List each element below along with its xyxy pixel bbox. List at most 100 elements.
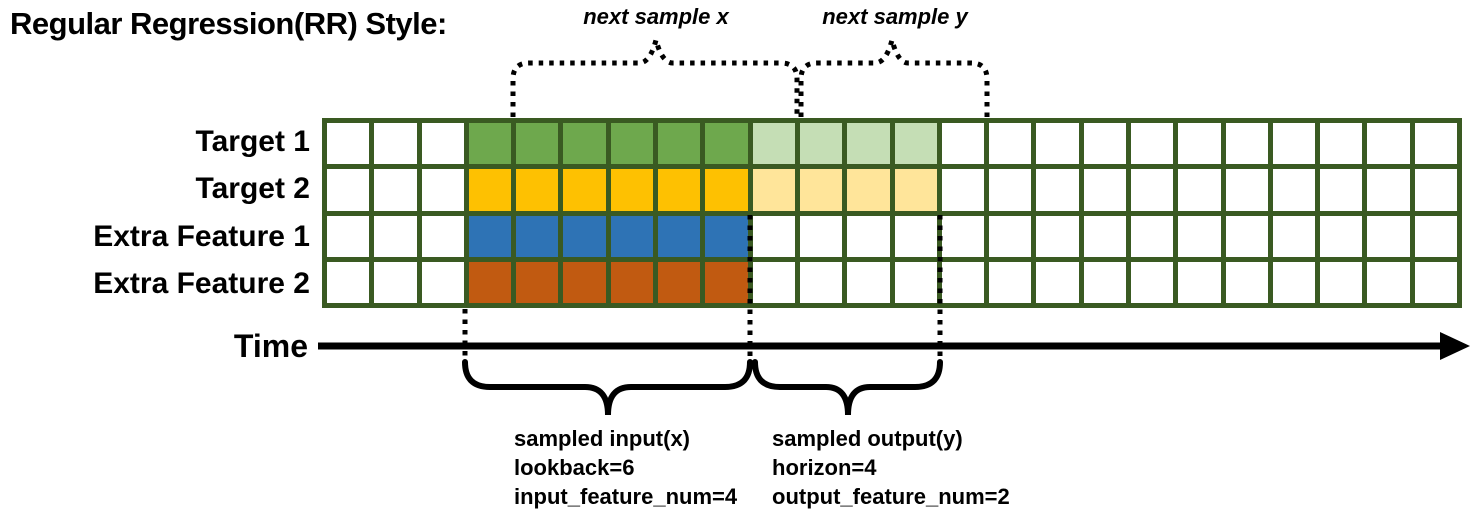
grid-cell (941, 215, 985, 257)
grid-cell (1367, 215, 1410, 257)
grid-cell (894, 261, 937, 303)
row-label-extra-feature-1: Extra Feature 1 (93, 220, 310, 253)
sampled-input-brace (462, 359, 753, 416)
sampled-input-annotation: sampled input(x) lookback=6 input_featur… (514, 424, 737, 511)
grid-cell (468, 215, 512, 257)
grid-cell (374, 123, 417, 165)
next-sample-x-label: next sample x (583, 4, 729, 29)
grid-cell (1272, 215, 1316, 257)
grid-cell (1083, 215, 1126, 257)
grid-cell (752, 123, 795, 165)
grid-cell (658, 123, 701, 165)
grid-cell (421, 215, 464, 257)
grid-cell (327, 123, 370, 165)
grid-cell (989, 169, 1032, 211)
grid-cell (1320, 261, 1363, 303)
grid-cell (1225, 123, 1268, 165)
grid-cell (610, 261, 654, 303)
grid-cell (894, 215, 937, 257)
grid-cell (610, 123, 654, 165)
grid-cell (1130, 215, 1174, 257)
diagram-title: Regular Regression(RR) Style: (10, 6, 447, 41)
grid-cell (658, 215, 701, 257)
row-label-extra-feature-2: Extra Feature 2 (93, 267, 310, 300)
grid-cell (1272, 123, 1316, 165)
grid-cell (1367, 169, 1410, 211)
grid-cell (1320, 169, 1363, 211)
grid-cell (989, 215, 1032, 257)
grid-cell (421, 169, 464, 211)
sampled-output-annotation: sampled output(y) horizon=4 output_featu… (772, 424, 1010, 511)
grid-cell (374, 261, 417, 303)
grid-cell (563, 215, 606, 257)
grid-cell (1272, 169, 1316, 211)
grid-cell (1225, 215, 1268, 257)
grid-cell (752, 261, 795, 303)
grid-cell (327, 169, 370, 211)
grid-cell (1130, 169, 1174, 211)
grid-cell (799, 169, 843, 211)
grid-cell (847, 261, 890, 303)
grid-cell (1414, 169, 1457, 211)
lookback-value: lookback=6 (514, 455, 635, 480)
grid-cell (1178, 123, 1221, 165)
grid-cell (1272, 261, 1316, 303)
grid-cell (1083, 261, 1126, 303)
grid-cell (1178, 215, 1221, 257)
grid-cell (468, 169, 512, 211)
grid-cell (1367, 123, 1410, 165)
grid-cell (941, 261, 985, 303)
grid-cell (1178, 261, 1221, 303)
sampled-output-brace (752, 359, 943, 416)
sampled-output-title: sampled output(y) (772, 426, 963, 451)
grid-cell (705, 215, 748, 257)
grid-cell (1414, 123, 1457, 165)
grid-cell (1083, 169, 1126, 211)
grid-cell (658, 261, 701, 303)
output-feature-num-value: output_feature_num=2 (772, 484, 1010, 509)
row-label-target-1: Target 1 (195, 125, 310, 158)
grid-cell (1367, 261, 1410, 303)
grid-cell (989, 261, 1032, 303)
grid-cell (1414, 261, 1457, 303)
grid-cell (799, 261, 843, 303)
grid-cell (563, 123, 606, 165)
next-sample-x-brace (510, 30, 800, 117)
grid-cell (563, 261, 606, 303)
grid-cell (516, 123, 559, 165)
grid-cell (705, 261, 748, 303)
row-label-target-2: Target 2 (195, 172, 310, 205)
grid-cell (894, 123, 937, 165)
grid-cell (516, 261, 559, 303)
grid-cell (1225, 169, 1268, 211)
time-axis-label: Time (233, 328, 308, 364)
grid-cell (752, 169, 795, 211)
grid-cell (705, 123, 748, 165)
grid-cell (610, 169, 654, 211)
input-feature-num-value: input_feature_num=4 (514, 484, 738, 509)
grid-cell (847, 123, 890, 165)
grid-cell (421, 261, 464, 303)
grid-cell (327, 215, 370, 257)
timeseries-grid (322, 118, 1462, 308)
grid-cell (1130, 261, 1174, 303)
next-sample-y-brace (798, 30, 990, 117)
grid-cell (705, 169, 748, 211)
grid-cell (752, 215, 795, 257)
grid-cell (1036, 123, 1079, 165)
grid-cell (1036, 261, 1079, 303)
grid-cell (468, 123, 512, 165)
grid-cell (799, 215, 843, 257)
grid-cell (1225, 261, 1268, 303)
time-axis-arrowhead (1440, 332, 1470, 360)
grid-cell (1036, 169, 1079, 211)
grid-cell (941, 123, 985, 165)
grid-cell (799, 123, 843, 165)
grid-cell (374, 169, 417, 211)
grid-cell (941, 169, 985, 211)
grid-cell (1414, 215, 1457, 257)
grid-cell (989, 123, 1032, 165)
grid-cell (610, 215, 654, 257)
grid-cell (1130, 123, 1174, 165)
